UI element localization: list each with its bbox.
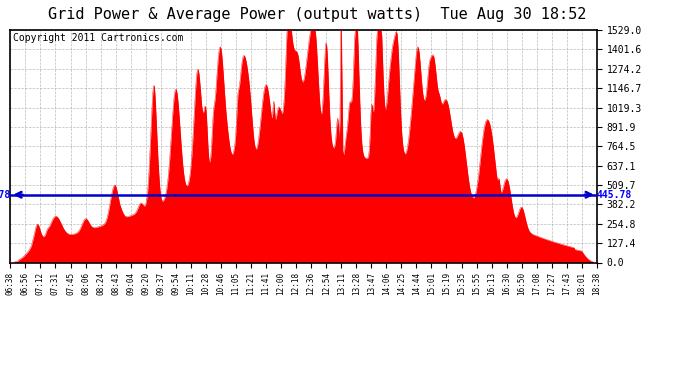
Text: 445.78: 445.78 — [0, 190, 10, 200]
Text: 445.78: 445.78 — [597, 190, 632, 200]
Text: Grid Power & Average Power (output watts)  Tue Aug 30 18:52: Grid Power & Average Power (output watts… — [48, 8, 586, 22]
Text: Copyright 2011 Cartronics.com: Copyright 2011 Cartronics.com — [13, 33, 184, 44]
